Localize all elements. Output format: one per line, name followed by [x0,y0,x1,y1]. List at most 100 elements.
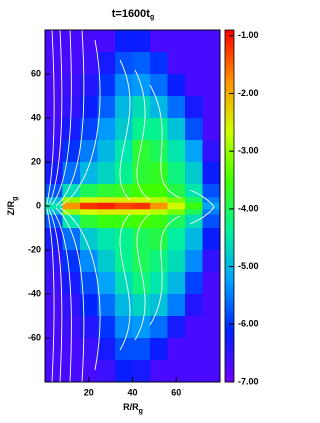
heat-cell [185,74,203,97]
heat-cell [150,162,168,185]
heat-cell [132,214,151,229]
heat-cell [97,118,116,141]
heat-cell [185,197,203,204]
heat-cell [202,140,221,163]
heat-cell [150,118,168,141]
heat-cell [132,197,151,204]
colorbar-tick-label: -3.00 [238,146,259,156]
heat-cell [45,162,63,185]
heat-cell [97,294,116,317]
heat-cell [202,162,221,185]
heat-cell [97,184,116,198]
heat-cell [202,316,221,339]
y-axis-label: Z/Rg [6,197,18,216]
heat-cell [202,30,221,53]
heat-cell [167,316,186,339]
y-tick-label: 40 [31,112,41,122]
heat-cell [150,250,168,273]
heat-cell [97,316,116,339]
heat-cell [150,272,168,295]
heat-cell [185,118,203,141]
heat-cell [150,209,168,216]
heat-cell [202,294,221,317]
heat-cell [97,202,116,210]
heat-cell [132,250,151,273]
heat-cell [62,272,81,295]
y-tick-label: 60 [31,68,41,78]
heat-cell [132,140,151,163]
heat-cell [202,209,221,216]
heat-cell [45,228,63,251]
heat-cell [167,96,186,119]
heat-cell [202,214,221,229]
chart: t=1600tg R/Rg Z/Rg 20 40 60 -60 -40 -20 0 20 40 6… [6,8,259,415]
heat-cell [97,30,116,53]
heat-cell [167,74,186,97]
heat-cell [62,140,81,163]
heat-cell [150,197,168,204]
heat-cell [167,228,186,251]
colorbar-tick-label: -7.00 [238,376,259,386]
heat-cell [97,74,116,97]
colorbar-tick-label: -5.00 [238,261,259,271]
colorbar-tick-label: -2.00 [238,88,259,98]
heat-cell [115,96,133,119]
heat-cell [115,228,133,251]
heat-cell [97,338,116,361]
heat-cell [167,202,186,210]
heat-cell [150,74,168,97]
heat-cell [115,140,133,163]
heat-cell [97,162,116,185]
heat-cell [167,214,186,229]
heat-cell [150,338,168,361]
y-tick-label: 20 [31,156,41,166]
heat-cell [115,162,133,185]
heat-cell [185,228,203,251]
heat-cell [115,202,133,210]
heat-cell [150,140,168,163]
heat-cell [167,338,186,361]
heat-cell [45,197,63,204]
heat-cell [80,250,98,273]
heat-cell [167,30,186,53]
heat-cell [45,52,63,75]
heat-cell [80,272,98,295]
heat-cell [80,30,98,53]
heat-cell [62,202,81,210]
heat-cell [150,316,168,339]
heat-cell [202,74,221,97]
heat-cell [80,184,98,198]
heat-cell [97,96,116,119]
heat-cell [132,202,151,210]
heat-cell [185,30,203,53]
heat-cell [97,209,116,216]
heat-cell [80,360,98,383]
heat-cell [202,360,221,383]
heatmap [45,30,221,383]
heat-cell [167,197,186,204]
heat-cell [62,184,81,198]
heat-cell [97,250,116,273]
heat-cell [80,214,98,229]
heat-cell [202,272,221,295]
heat-cell [202,184,221,198]
heat-cell [97,214,116,229]
heat-cell [80,338,98,361]
y-tick-label: -60 [28,332,41,342]
heat-cell [62,214,81,229]
heat-cell [45,202,63,210]
heat-cell [115,118,133,141]
heat-cell [167,140,186,163]
heat-cell [202,338,221,361]
x-axis-label: R/Rg [123,402,143,414]
y-tick-label: -40 [28,288,41,298]
heat-cell [132,294,151,317]
heat-cell [115,74,133,97]
heat-cell [132,338,151,361]
heat-cell [185,162,203,185]
heat-cell [132,30,151,53]
heat-cell [167,52,186,75]
heat-cell [185,338,203,361]
heat-cell [185,250,203,273]
heat-cell [167,360,186,383]
